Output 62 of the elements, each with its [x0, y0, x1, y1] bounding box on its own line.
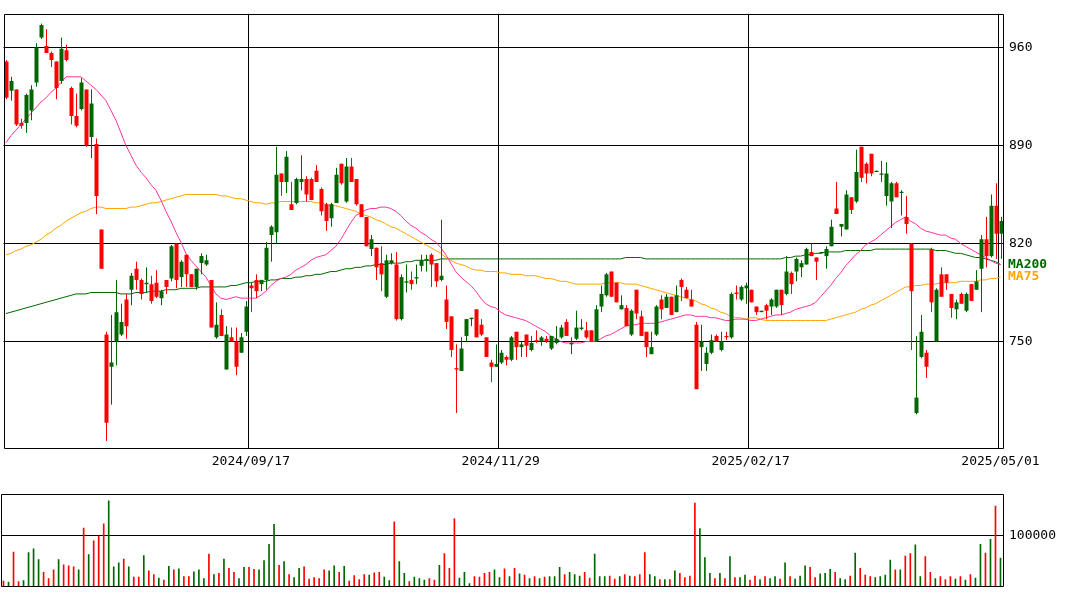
candlestick [369, 234, 374, 257]
y-tick-label: 750 [1009, 332, 1033, 348]
candlestick [179, 259, 184, 288]
candlestick [184, 254, 189, 288]
x-tick-label: 2025/02/17 [711, 453, 790, 469]
y-tick-label: 960 [1009, 38, 1033, 54]
candlestick [329, 202, 334, 228]
x-tick-label: 2024/09/17 [211, 453, 291, 469]
candlestick [704, 346, 709, 372]
x-tick-label: 2024/11/29 [461, 453, 540, 469]
candlestick [779, 289, 784, 316]
candlestick [514, 331, 519, 361]
candlestick [914, 335, 919, 415]
candlestick [289, 181, 294, 211]
candlestick [129, 272, 134, 306]
candlestick [109, 314, 114, 406]
candlestick [459, 336, 464, 372]
candlestick [784, 255, 789, 296]
candlestick [139, 278, 144, 301]
candlestick [954, 299, 959, 320]
candlestick [554, 325, 559, 345]
y-tick-label: 820 [1009, 234, 1033, 250]
candlestick [74, 93, 79, 128]
y-tick-label: 890 [1009, 136, 1033, 152]
candlestick [489, 359, 494, 383]
candlestick [219, 308, 224, 337]
candlestick [834, 181, 839, 215]
candlestick [709, 334, 714, 355]
x-tick-label: 2025/05/01 [961, 453, 1040, 469]
candlestick [974, 269, 979, 291]
candlestick [924, 349, 929, 379]
candlestick [964, 292, 969, 313]
candlestick [789, 271, 794, 295]
candlestick [409, 271, 414, 291]
candlestick [134, 261, 139, 291]
candlestick [379, 245, 384, 292]
candlestick [829, 219, 834, 247]
candlestick [484, 336, 489, 358]
candlestick [9, 76, 14, 102]
candlestick [509, 335, 514, 362]
candlestick [154, 269, 159, 299]
candlestick [214, 301, 219, 340]
series-label: MA75 [1008, 268, 1040, 284]
candlestick [239, 332, 244, 354]
candlestick [634, 289, 639, 320]
candlestick [674, 285, 679, 313]
y-tick-label: 100000 [1009, 526, 1056, 542]
candlestick [719, 331, 724, 352]
series-label: MA200 [1008, 255, 1048, 271]
candlestick [629, 308, 634, 337]
candlestick [279, 172, 284, 197]
candlestick [464, 318, 469, 343]
candlestick [904, 195, 909, 235]
candlestick [254, 273, 259, 299]
candlestick [29, 84, 34, 121]
candlestick [679, 278, 684, 302]
candlestick [414, 264, 419, 285]
candlestick [984, 216, 989, 268]
candlestick [699, 324, 704, 372]
candlestick [454, 343, 459, 414]
candlestick [494, 343, 499, 368]
candlestick [659, 294, 664, 320]
